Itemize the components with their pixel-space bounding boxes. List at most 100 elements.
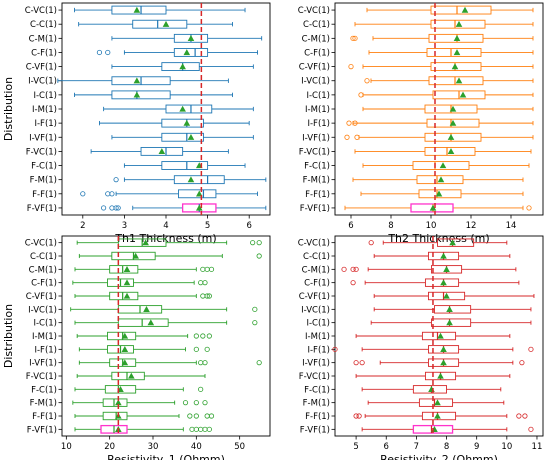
outlier-point: [113, 205, 119, 211]
outlier-point: [198, 280, 204, 286]
mean-marker: [162, 20, 170, 27]
category-label: I-VC(1): [301, 77, 330, 87]
iqr-box: [412, 385, 447, 394]
category-label: F-VC(1): [26, 147, 57, 157]
mean-marker: [440, 346, 447, 352]
box-i-vc1: I-VC(1): [28, 76, 229, 87]
iqr-box: [102, 411, 128, 421]
x-tick-label: 7: [414, 442, 419, 452]
iqr-box: [109, 291, 139, 301]
mean-marker: [133, 91, 141, 98]
outlier-point: [252, 306, 258, 312]
category-label: F-C(1): [304, 385, 330, 395]
outlier-point: [80, 191, 86, 197]
iqr-box: [117, 318, 169, 327]
category-label: C-VC(1): [298, 6, 330, 16]
box-f-vc1: F-VC(1): [299, 371, 511, 382]
mean-marker: [434, 399, 441, 406]
iqr-box: [421, 411, 457, 421]
category-label: I-C(1): [33, 319, 57, 329]
x-tick-label: 8: [388, 221, 393, 231]
outlier-point: [356, 413, 362, 419]
mean-marker: [440, 252, 447, 259]
category-label: F-F(1): [305, 412, 330, 422]
category-label: F-M(1): [303, 176, 330, 186]
category-label: C-F(1): [31, 48, 57, 58]
mean-marker: [179, 105, 186, 112]
x-tick-label: 12: [466, 221, 477, 231]
category-label: F-VF(1): [27, 425, 57, 435]
x-tick-label: 10: [426, 221, 437, 231]
box-f-vf1: F-VF(1): [27, 424, 212, 435]
category-label: I-M(1): [32, 105, 57, 115]
x-tick-label: 40: [191, 442, 202, 452]
x-tick-label: 3: [122, 221, 127, 231]
mean-marker: [447, 133, 455, 140]
category-label: C-VC(1): [25, 6, 57, 16]
category-label: F-VC(1): [299, 147, 330, 157]
outlier-point: [204, 293, 210, 299]
iqr-box: [173, 175, 225, 185]
outlier-point: [359, 360, 365, 366]
outlier-point: [193, 333, 199, 339]
outlier-point: [193, 426, 199, 432]
box-i-m1: I-M(1): [305, 104, 534, 115]
category-label: C-C(1): [303, 20, 330, 30]
iqr-box: [104, 385, 137, 394]
outlier-point: [204, 346, 210, 352]
outlier-point: [358, 92, 364, 98]
outlier-point: [352, 120, 358, 126]
category-label: I-VF(1): [302, 133, 330, 143]
outlier-point: [352, 35, 358, 41]
box-f-c1: F-C(1): [304, 385, 502, 395]
outlier-point: [353, 360, 359, 366]
box-f-f1: F-F(1): [32, 189, 258, 200]
box-c-f1: C-F(1): [31, 48, 258, 58]
x-tick-label: 6: [348, 221, 353, 231]
box-c-f1: C-F(1): [304, 48, 534, 58]
box-f-c1: F-C(1): [31, 385, 204, 395]
iqr-box: [431, 318, 472, 327]
outlier-point: [350, 280, 356, 286]
iqr-box: [424, 132, 482, 142]
category-label: I-F(1): [307, 119, 330, 129]
outlier-point: [252, 320, 258, 326]
category-label: I-C(1): [306, 91, 330, 101]
outlier-point: [348, 64, 354, 70]
category-label: C-VF(1): [26, 63, 57, 73]
mean-marker: [437, 176, 445, 183]
outlier-point: [350, 35, 356, 41]
mean-marker: [132, 252, 139, 259]
box-f-vf1: F-VF(1): [27, 203, 267, 214]
box-f-vc1: F-VC(1): [26, 146, 229, 157]
iqr-box: [428, 33, 484, 43]
category-label: C-C(1): [303, 252, 330, 262]
outlier-point: [516, 413, 522, 419]
x-tick-label: 11: [532, 442, 543, 452]
box-i-vf1: I-VF(1): [29, 132, 254, 143]
category-label: C-VC(1): [298, 239, 330, 249]
outlier-point: [193, 346, 199, 352]
box-i-vc1: I-VC(1): [301, 305, 532, 315]
outlier-point: [341, 266, 347, 272]
category-label: C-VF(1): [299, 292, 330, 302]
x-tick-label: 10: [61, 442, 72, 452]
iqr-box: [421, 331, 457, 341]
mean-marker: [434, 412, 441, 419]
category-label: F-VF(1): [300, 204, 330, 214]
box-f-f1: F-F(1): [32, 411, 215, 422]
x-tick-label: 14: [506, 221, 517, 231]
category-label: I-VF(1): [302, 359, 330, 369]
mean-marker: [449, 119, 457, 126]
mean-marker: [446, 306, 453, 312]
iqr-box: [430, 19, 486, 29]
outlier-point: [208, 413, 215, 419]
outlier-point: [256, 360, 262, 366]
x-axis-label: Resistivity_2 (Ohmm): [380, 453, 498, 460]
category-label: I-VF(1): [29, 359, 57, 369]
mean-marker: [195, 204, 203, 211]
iqr-box: [161, 118, 204, 128]
